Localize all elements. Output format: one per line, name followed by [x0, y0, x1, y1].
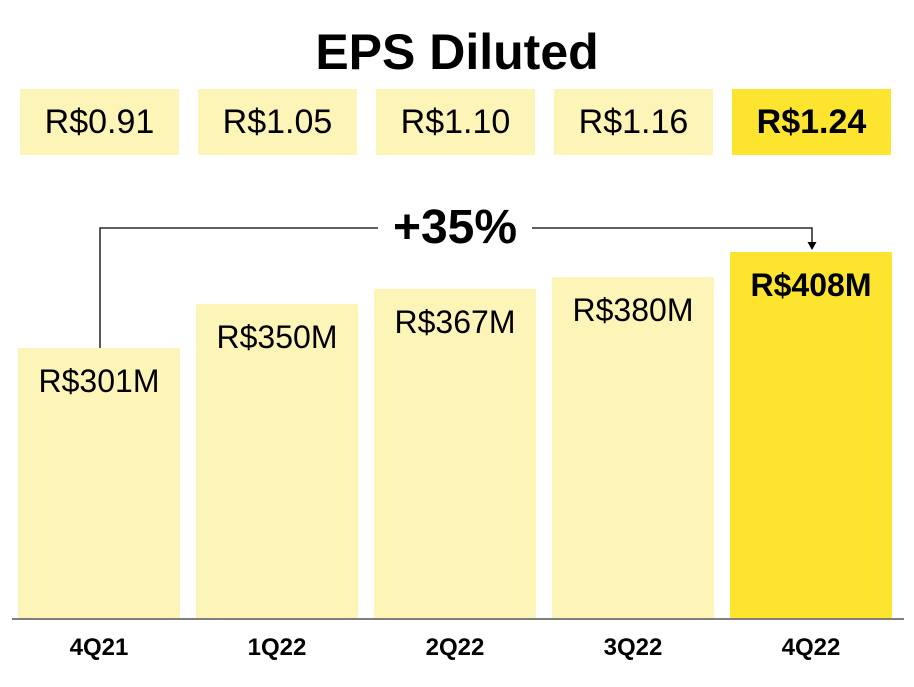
bar-value-label: R$301M: [39, 363, 160, 399]
growth-connector-left: [99, 227, 378, 348]
x-tick-label: 4Q21: [70, 634, 129, 661]
bar-value-label: R$367M: [395, 304, 516, 340]
bar-3q22: [552, 277, 714, 618]
growth-connector-right: [532, 227, 813, 244]
x-tick-label: 4Q22: [782, 634, 841, 661]
eps-value-4q22: R$1.24: [732, 89, 891, 155]
growth-label: +35%: [393, 201, 517, 254]
bar-value-label: R$350M: [217, 319, 338, 355]
growth-arrowhead-icon: [807, 242, 817, 251]
x-tick-label: 3Q22: [604, 634, 663, 661]
chart-title: EPS Diluted: [315, 24, 599, 80]
bar-1q22: [196, 304, 358, 618]
eps-value-2q22: R$1.10: [376, 89, 535, 155]
bar-value-label: R$380M: [573, 292, 694, 328]
eps-value-3q22: R$1.16: [554, 89, 713, 155]
eps-value-4q21: R$0.91: [20, 89, 179, 155]
x-tick-label: 1Q22: [248, 634, 307, 661]
bar-value-label: R$408M: [751, 267, 872, 303]
eps-value-1q22: R$1.05: [198, 89, 357, 155]
bar-2q22: [374, 288, 536, 618]
bar-4q22: [730, 252, 892, 618]
bar-4q21: [18, 348, 180, 618]
x-tick-label: 2Q22: [426, 634, 485, 661]
